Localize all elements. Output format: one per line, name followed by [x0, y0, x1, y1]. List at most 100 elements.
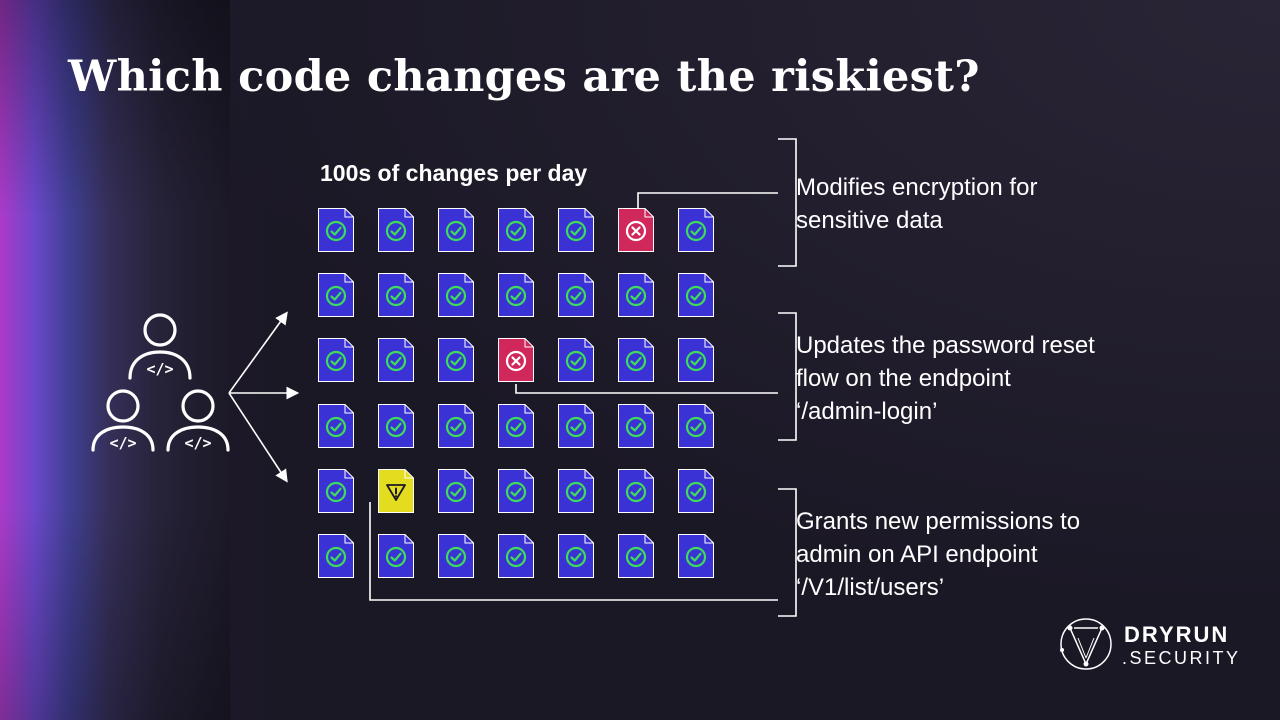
code-file	[558, 273, 594, 317]
svg-text:</>: </>	[146, 360, 173, 378]
annotation-line: Updates the password reset	[796, 332, 1095, 359]
check-circle-icon	[445, 546, 467, 568]
check-circle-icon	[625, 481, 647, 503]
developer-group: </> </> </>	[91, 313, 230, 452]
code-file	[438, 273, 474, 317]
check-circle-icon	[445, 285, 467, 307]
check-circle-icon	[625, 546, 647, 568]
check-circle-icon	[565, 350, 587, 372]
svg-text:</>: </>	[109, 434, 136, 452]
check-circle-icon	[505, 220, 527, 242]
check-circle-icon	[325, 220, 347, 242]
code-file	[378, 273, 414, 317]
check-circle-icon	[685, 481, 707, 503]
background-shade	[0, 0, 230, 720]
code-file	[318, 404, 354, 448]
code-file	[618, 534, 654, 578]
code-file	[498, 404, 534, 448]
check-circle-icon	[565, 220, 587, 242]
code-file	[678, 534, 714, 578]
changes-per-day-label: 100s of changes per day	[320, 160, 588, 186]
check-circle-icon	[325, 416, 347, 438]
code-file	[678, 338, 714, 382]
code-file	[498, 208, 534, 252]
annotation-bracket	[778, 312, 797, 441]
developer-code-icon: </>	[128, 313, 192, 380]
leader-line	[515, 384, 778, 394]
annotation-line: Grants new permissions to	[796, 508, 1081, 535]
code-file	[318, 469, 354, 513]
check-circle-icon	[625, 416, 647, 438]
code-file	[498, 534, 534, 578]
code-file	[378, 404, 414, 448]
warning-triangle-icon	[386, 484, 406, 501]
warning-code-file	[378, 469, 414, 513]
code-file	[318, 534, 354, 578]
code-file	[618, 273, 654, 317]
check-circle-icon	[685, 416, 707, 438]
code-file	[618, 469, 654, 513]
check-circle-icon	[325, 350, 347, 372]
slide-title: Which code changes are the riskiest?	[68, 52, 980, 102]
code-file	[678, 208, 714, 252]
developer-code-icon: </>	[166, 389, 230, 452]
leader-line	[637, 192, 778, 209]
check-circle-icon	[505, 481, 527, 503]
check-circle-icon	[505, 416, 527, 438]
annotation-bracket	[778, 138, 797, 267]
code-file	[618, 404, 654, 448]
check-circle-icon	[565, 546, 587, 568]
code-file	[438, 338, 474, 382]
risky-code-file	[498, 338, 534, 382]
check-circle-icon	[685, 220, 707, 242]
annotation-line: sensitive data	[796, 207, 943, 234]
check-circle-icon	[325, 481, 347, 503]
code-file	[678, 273, 714, 317]
code-file	[618, 338, 654, 382]
check-circle-icon	[505, 285, 527, 307]
check-circle-icon	[565, 481, 587, 503]
check-circle-icon	[565, 285, 587, 307]
check-circle-icon	[445, 350, 467, 372]
leader-line	[369, 502, 778, 601]
x-circle-icon	[505, 350, 527, 372]
check-circle-icon	[445, 481, 467, 503]
annotation-bracket	[778, 488, 797, 617]
check-circle-icon	[385, 350, 407, 372]
check-circle-icon	[445, 220, 467, 242]
check-circle-icon	[625, 350, 647, 372]
code-file	[378, 534, 414, 578]
code-file	[438, 469, 474, 513]
check-circle-icon	[325, 285, 347, 307]
svg-text:</>: </>	[184, 434, 211, 452]
code-file	[498, 469, 534, 513]
code-file	[378, 338, 414, 382]
code-file	[318, 338, 354, 382]
code-file	[318, 208, 354, 252]
check-circle-icon	[385, 546, 407, 568]
annotation-encryption: Modifies encryption for sensitive data	[796, 171, 1037, 237]
annotation-password-reset: Updates the password reset flow on the e…	[796, 329, 1095, 428]
risky-code-file	[618, 208, 654, 252]
annotation-line: Modifies encryption for	[796, 174, 1038, 201]
code-file	[558, 338, 594, 382]
dryrun-logo-icon	[1060, 618, 1112, 670]
code-file	[438, 404, 474, 448]
check-circle-icon	[685, 285, 707, 307]
check-circle-icon	[445, 416, 467, 438]
check-circle-icon	[625, 285, 647, 307]
check-circle-icon	[505, 546, 527, 568]
distribution-arrow	[228, 311, 288, 394]
check-circle-icon	[685, 546, 707, 568]
check-circle-icon	[385, 285, 407, 307]
code-file	[558, 469, 594, 513]
check-circle-icon	[565, 416, 587, 438]
code-file	[498, 273, 534, 317]
check-circle-icon	[325, 546, 347, 568]
distribution-arrow	[228, 392, 288, 483]
code-file	[678, 469, 714, 513]
check-circle-icon	[385, 220, 407, 242]
annotation-line: admin on API endpoint	[796, 541, 1038, 568]
x-circle-icon	[625, 220, 647, 242]
